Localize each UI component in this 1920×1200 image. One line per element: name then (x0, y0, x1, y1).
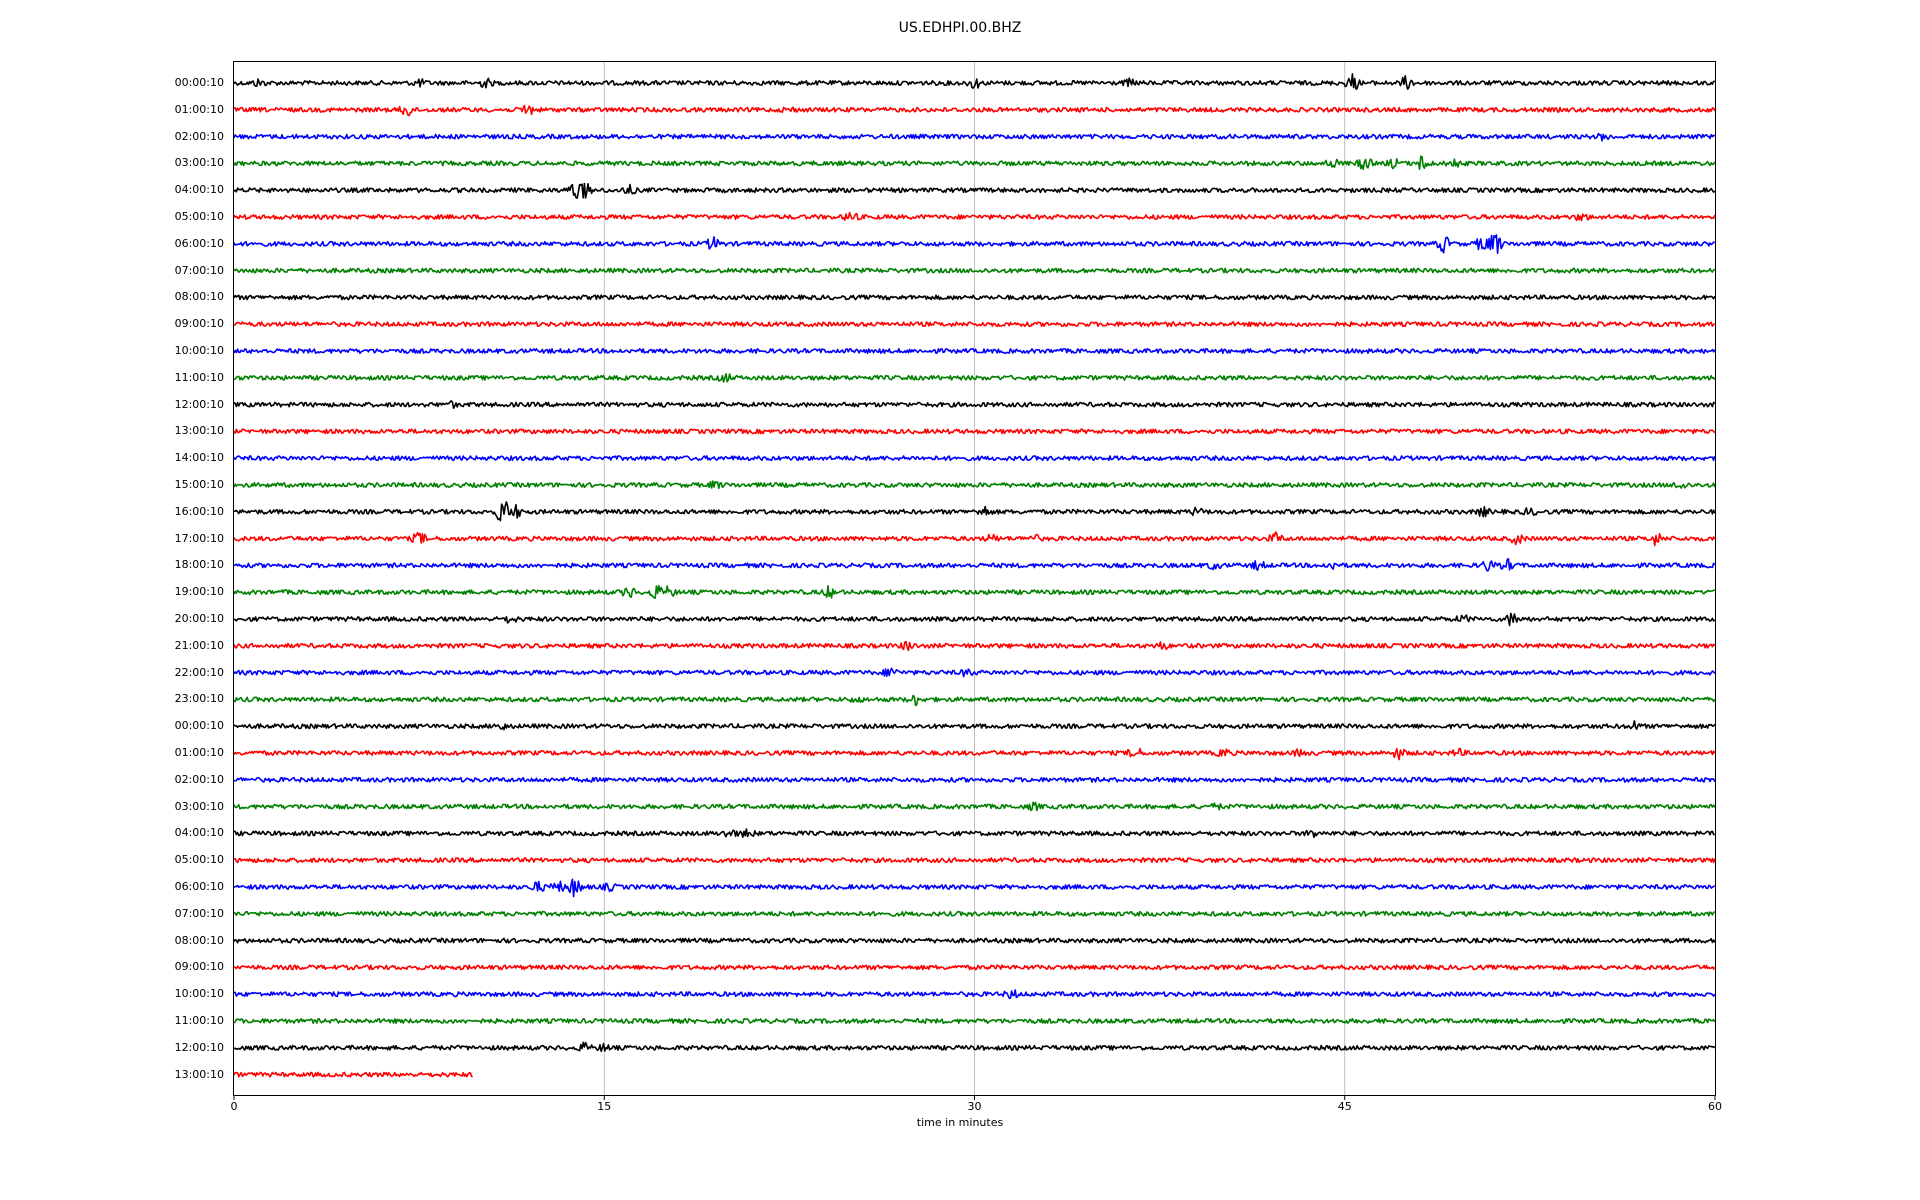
row-label: 03:00:10 (174, 799, 224, 813)
trace-row-17 (233, 531, 1716, 547)
row-label: 09:00:10 (174, 317, 224, 331)
trace-row-19 (233, 584, 1715, 599)
trace-row-5 (233, 211, 1716, 222)
trace-row-27 (233, 801, 1716, 812)
trace-row-29 (233, 857, 1716, 864)
row-label: 05:00:10 (174, 853, 224, 867)
row-label: 08:00:10 (174, 933, 224, 947)
trace-row-23 (233, 694, 1716, 707)
row-label: 02:00:10 (174, 772, 224, 786)
trace-row-12 (233, 400, 1716, 409)
trace-row-34 (233, 989, 1716, 1000)
row-label: 05:00:10 (174, 210, 224, 223)
row-label: 07:00:10 (174, 906, 224, 920)
trace-row-24 (233, 720, 1716, 731)
x-axis-label: time in minutes (916, 1116, 1004, 1129)
trace-row-9 (233, 321, 1715, 328)
trace-row-28 (233, 828, 1715, 839)
row-label: 08:00:10 (174, 290, 224, 304)
row-label: 01:00:10 (174, 102, 224, 116)
trace-row-26 (233, 776, 1716, 783)
row-label: 04:00:10 (174, 183, 224, 197)
trace-layer (233, 73, 1716, 1078)
row-label: 15:00:10 (174, 478, 224, 491)
row-label: 22:00:10 (174, 665, 224, 679)
row-label: 23:00:10 (174, 692, 224, 706)
row-label: 13:00:10 (174, 424, 224, 438)
trace-row-31 (233, 910, 1715, 917)
trace-row-11 (233, 373, 1716, 383)
x-axis-ticks (233, 1095, 1716, 1100)
trace-row-10 (233, 348, 1716, 354)
row-label: 10:00:10 (174, 344, 224, 357)
row-label: 13:00:10 (174, 1067, 224, 1081)
x-tick-label-0: 0 (230, 1100, 238, 1113)
row-label: 11:00:10 (174, 370, 224, 384)
trace-row-18 (233, 557, 1716, 572)
trace-row-1 (233, 104, 1716, 117)
row-label: 11:00:10 (174, 1014, 224, 1027)
row-label: 17:00:10 (174, 531, 224, 545)
row-label: 07:00:10 (174, 263, 224, 277)
row-label: 12:00:10 (174, 1040, 224, 1054)
trace-row-13 (233, 428, 1716, 435)
row-label: 03:00:10 (174, 156, 224, 170)
row-label: 10:00:10 (174, 987, 224, 1001)
trace-row-25 (233, 747, 1716, 761)
trace-row-8 (233, 294, 1716, 301)
trace-row-33 (233, 964, 1716, 971)
row-label: 02:00:10 (174, 129, 224, 143)
trace-row-0 (233, 73, 1716, 90)
row-label: 06:00:10 (174, 880, 224, 893)
row-label: 00:00:10 (174, 76, 224, 89)
row-label: 16:00:10 (174, 504, 224, 518)
trace-row-14 (233, 455, 1716, 462)
row-label: 00:00:10 (174, 719, 224, 733)
trace-row-4 (233, 182, 1716, 199)
row-label: 09:00:10 (174, 960, 224, 974)
trace-row-15 (233, 480, 1716, 490)
trace-row-2 (233, 132, 1716, 142)
row-label: 21:00:10 (174, 638, 224, 652)
trace-row-32 (233, 937, 1716, 944)
row-label: 20:00:10 (174, 612, 224, 625)
vertical-grid (603, 62, 1346, 1095)
trace-row-6 (233, 234, 1716, 254)
row-label: 06:00:10 (174, 236, 224, 250)
trace-row-22 (233, 667, 1716, 678)
x-tick-label-15: 15 (597, 1100, 612, 1113)
trace-row-21 (233, 640, 1716, 652)
trace-row-30 (233, 878, 1716, 898)
trace-row-7 (233, 267, 1716, 274)
row-label: 01:00:10 (174, 746, 224, 759)
x-tick-label-30: 30 (967, 1100, 982, 1113)
trace-row-20 (233, 612, 1716, 627)
row-label: 19:00:10 (174, 585, 224, 599)
x-tick-label-60: 60 (1708, 1100, 1722, 1113)
row-label: 04:00:10 (174, 826, 224, 840)
trace-row-3 (233, 155, 1716, 171)
trace-row-36 (233, 1041, 1716, 1053)
row-label: 14:00:10 (174, 451, 224, 465)
row-label: 12:00:10 (174, 397, 224, 411)
row-label: 18:00:10 (174, 558, 224, 572)
chart-title: US.EDHPI.00.BHZ (898, 20, 1022, 36)
trace-row-35 (233, 1018, 1716, 1024)
x-tick-label-45: 45 (1337, 1100, 1352, 1113)
trace-row-37 (233, 1071, 473, 1078)
trace-row-16 (233, 501, 1716, 522)
